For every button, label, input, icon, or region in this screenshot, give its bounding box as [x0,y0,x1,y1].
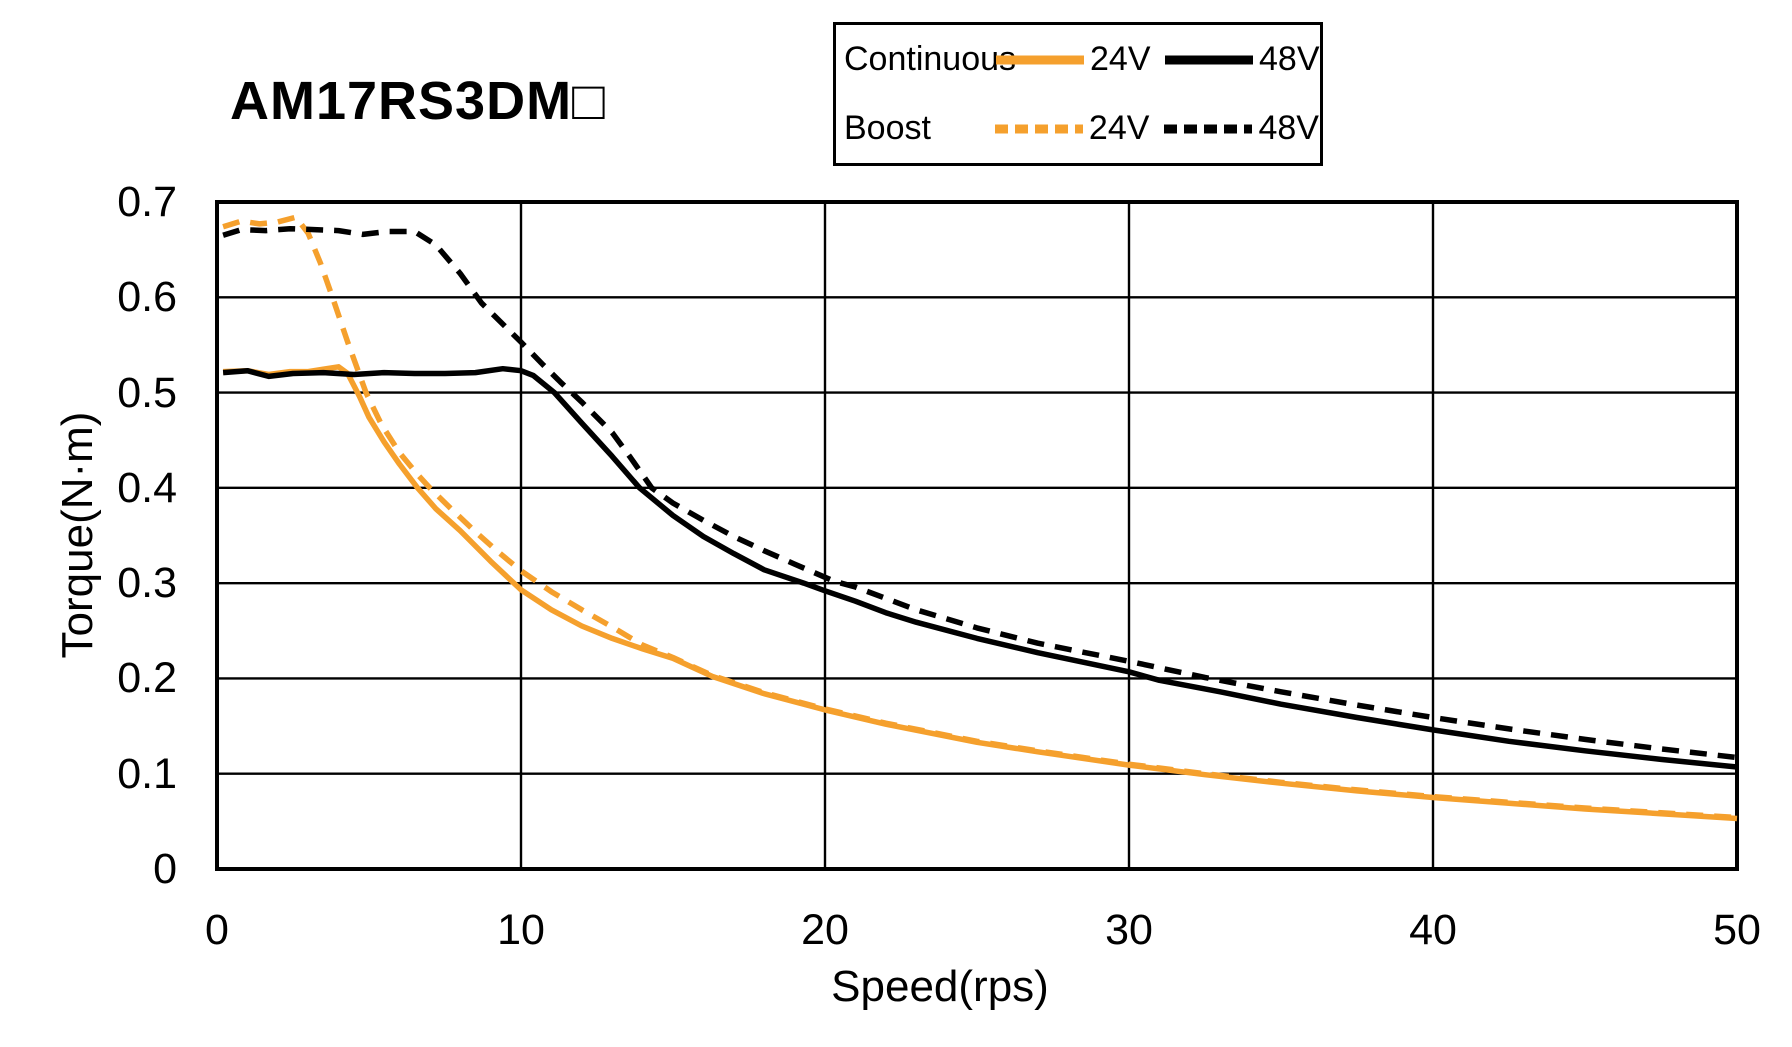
y-tick-label: 0.3 [117,559,177,608]
x-tick-label: 20 [801,906,849,954]
legend-label-boost: Boost [844,109,931,147]
continuous-48v-line-swatch [1165,55,1253,65]
chart-title: AM17RS3DM□ [230,71,606,131]
boost-24v-line-swatch [994,124,1083,134]
curve-continuous-24v [222,364,1738,822]
legend-row-continuous: Continuous 24V 48V [836,25,1320,94]
y-tick-label: 0.4 [117,463,177,512]
y-tick-label: 0.7 [117,178,177,226]
legend-voltage-label: 48V [1258,109,1319,147]
x-tick-label: 10 [497,906,545,954]
y-tick-label: 0 [153,845,177,893]
plot-frame [215,200,1739,871]
continuous-24v-line-swatch [996,55,1084,65]
legend-label-continuous: Continuous [844,40,1017,78]
y-tick-label: 0.6 [117,273,177,322]
boost-48v-line-swatch [1164,124,1253,134]
y-tick-label: 0.2 [117,654,177,703]
legend: Continuous 24V 48V Boost 24V 48V [833,22,1323,166]
legend-voltage-label: 24V [1088,109,1150,147]
curve-boost-48v [222,225,1738,761]
y-tick-label: 0.1 [117,749,177,798]
legend-row-boost: Boost 24V 48V [836,94,1320,163]
y-axis-title: Torque(N·m) [53,411,102,659]
curve-continuous-48v [222,365,1738,770]
y-tick-label: 0.5 [117,368,177,417]
x-tick-label: 0 [205,906,229,954]
curve-boost-24v [222,214,1738,821]
x-axis-title: Speed(rps) [831,962,1049,1011]
x-tick-label: 30 [1105,906,1153,954]
x-tick-label: 50 [1713,906,1761,954]
legend-voltage-label: 48V [1259,40,1320,78]
legend-voltage-label: 24V [1090,40,1151,78]
x-tick-label: 40 [1409,906,1457,954]
